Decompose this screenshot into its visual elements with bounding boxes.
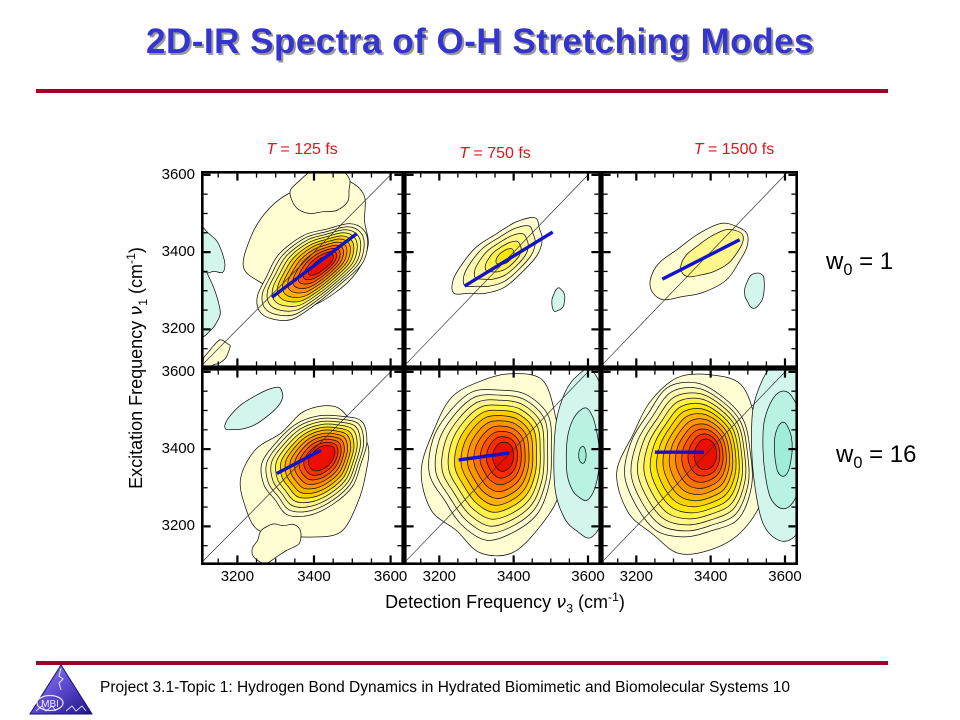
contour-panel-r0c0 (201, 171, 404, 368)
x-axis-unit: (cm (573, 592, 609, 612)
x-tick-label: 3200 (422, 568, 456, 585)
contour-panel-r1c0 (201, 368, 404, 565)
x-tick-label: 3200 (220, 568, 255, 585)
logo-text: MBI (41, 699, 59, 710)
x-axis-nu-sub: 3 (566, 601, 574, 616)
logo-zigzag-right (65, 705, 87, 712)
slide-title: 2D-IR Spectra of O-H Stretching Modes (145, 22, 815, 61)
contour-panel-r1c1 (404, 368, 601, 565)
x-tick-label: 3200 (619, 568, 653, 585)
x-tick-label: 3400 (693, 568, 728, 585)
logo-pulse-line (58, 667, 64, 691)
panel-title-text: = 750 fs (468, 145, 531, 162)
row-label-sub: 0 (843, 260, 853, 279)
x-tick-label: 3400 (297, 568, 331, 585)
panel-title-t1500: T = 1500 fs (654, 141, 814, 159)
x-tick-label: 3600 (373, 568, 408, 585)
row-label-sub: 0 (853, 453, 863, 472)
logo-oval (36, 694, 64, 712)
x-axis-label-text: Detection Frequency (385, 592, 557, 612)
panel-title-t: T (459, 145, 469, 162)
contour-panel-r0c2 (601, 171, 798, 368)
panel-title-t750: T = 750 fs (415, 145, 575, 163)
title-underline-rule (36, 89, 888, 93)
x-axis-label: Detection Frequency ν3 (cm-1) (340, 590, 670, 616)
x-tick-label: 3600 (768, 568, 802, 585)
row-label-value: = 16 (862, 441, 917, 468)
row-label-base: w (826, 248, 844, 275)
y-tick-label: 3400 (161, 243, 195, 261)
y-tick-label: 3200 (161, 320, 195, 338)
panel-title-t: T (266, 141, 276, 158)
x-axis-unit-exp: -1 (608, 590, 619, 604)
y-tick-label: 3600 (161, 362, 195, 380)
panel-title-text: = 125 fs (275, 141, 338, 158)
contour-panel-r1c2 (601, 368, 798, 565)
row-label-w0-1: w0 = 1 (826, 248, 893, 280)
row-label-value: = 1 (852, 248, 894, 275)
panel-title-t: T (693, 141, 704, 158)
row-label-base: w (836, 441, 854, 468)
row-label-w0-16: w0 = 16 (836, 441, 916, 473)
y-tick-label: 3600 (161, 165, 195, 183)
panel-title-t125: T = 125 fs (222, 141, 382, 159)
contour-panel-r0c1 (404, 171, 601, 368)
y-tick-label: 3400 (161, 440, 195, 458)
x-axis-nu-symbol: ν (556, 592, 567, 613)
x-tick-label: 3600 (571, 568, 605, 585)
mbi-logo: MBI (29, 664, 93, 715)
y-tick-label: 3200 (161, 517, 195, 535)
x-tick-label: 3400 (496, 568, 531, 585)
x-axis-unit-close: ) (618, 592, 625, 612)
footer-text: Project 3.1-Topic 1: Hydrogen Bond Dynam… (100, 679, 791, 696)
footer-rule (36, 661, 888, 665)
panel-title-text: = 1500 fs (703, 141, 775, 158)
